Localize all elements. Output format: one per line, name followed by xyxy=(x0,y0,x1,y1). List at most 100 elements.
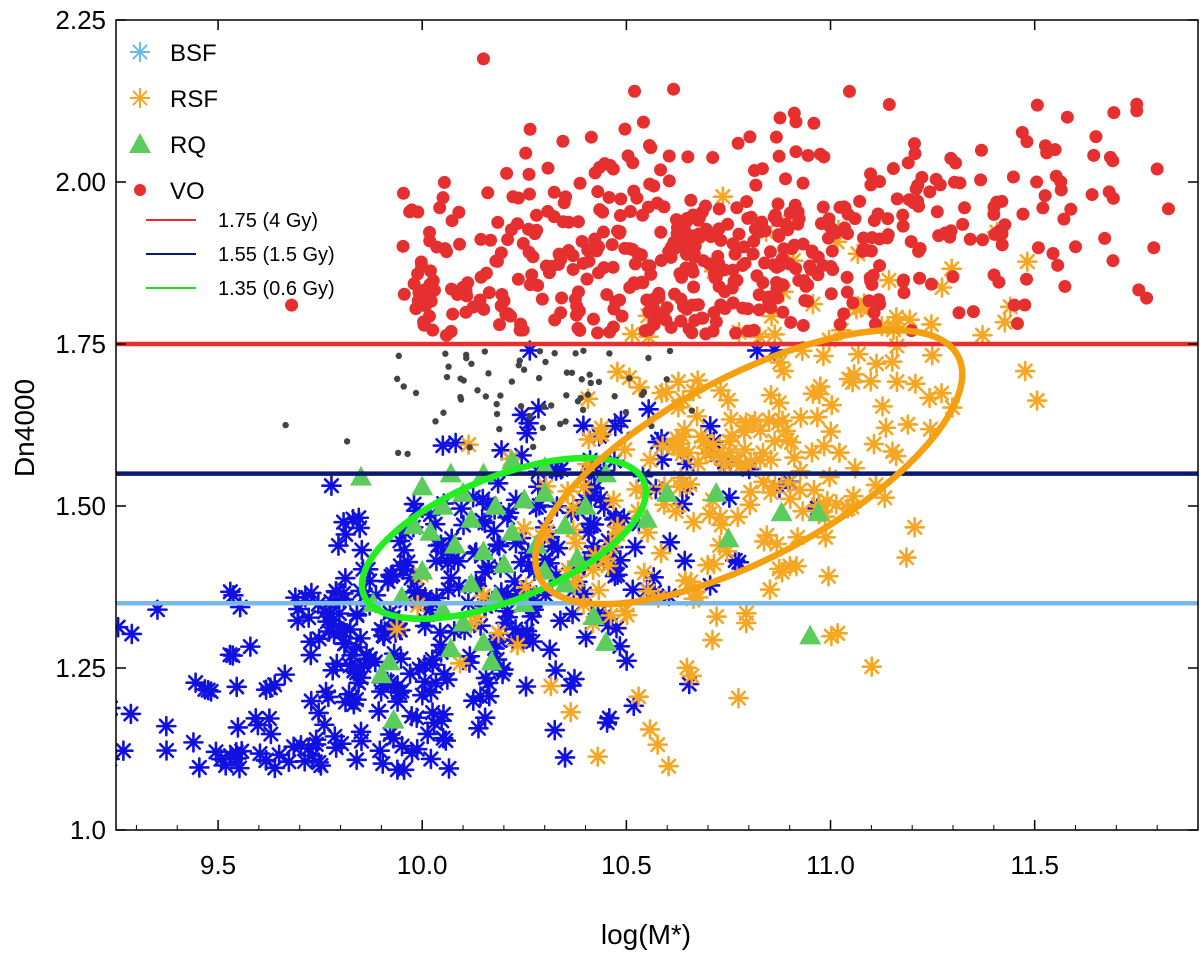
data-point-bsf xyxy=(308,702,329,724)
data-point-bsf-stroke xyxy=(367,654,383,670)
legend: BSF RSF RQ VO 1.75 (4 Gy) 1.55 (1.5 Gy) 1.35 (… xyxy=(129,40,335,300)
data-point-rsf-stroke xyxy=(609,526,626,542)
legend-label-rq: RQ xyxy=(170,132,206,159)
data-point-bsf xyxy=(393,539,415,561)
data-point-rsf xyxy=(652,435,673,457)
data-point-bsf xyxy=(554,747,576,768)
data-point-bsf-stroke xyxy=(395,562,411,578)
data-point-rsf-stroke xyxy=(767,326,783,343)
legend-label-rsf: RSF xyxy=(170,86,218,113)
data-point-vo xyxy=(896,219,910,233)
data-point-rsf xyxy=(1026,390,1048,411)
data-point-vo xyxy=(436,191,450,205)
data-point-bsf xyxy=(474,561,495,583)
data-point-vo xyxy=(668,287,682,301)
data-point-rsf-stroke xyxy=(771,395,787,411)
legend-line-label: 1.35 (0.6 Gy) xyxy=(218,278,335,300)
data-point-bsf xyxy=(406,707,428,729)
data-point-vo xyxy=(654,254,668,268)
data-point-vo xyxy=(522,167,536,181)
data-point-rq xyxy=(484,495,507,515)
data-point-vo xyxy=(881,212,895,226)
data-point-rsf xyxy=(860,371,882,392)
data-point-vo xyxy=(1130,104,1144,118)
data-point-rsf xyxy=(650,542,672,564)
legend-marker-rsf xyxy=(130,88,150,108)
data-point-vo xyxy=(600,288,614,302)
data-point-other xyxy=(688,407,696,414)
data-point-vo xyxy=(566,249,580,263)
data-point-bsf-stroke xyxy=(475,491,491,507)
data-point-bsf xyxy=(429,622,451,643)
data-point-rq xyxy=(513,488,536,509)
data-point-rsf-stroke xyxy=(628,481,645,498)
data-point-rsf xyxy=(972,324,993,346)
data-point-bsf xyxy=(259,708,280,729)
data-point-bsf xyxy=(287,610,308,631)
data-point-rsf-stroke xyxy=(820,568,837,584)
data-point-other xyxy=(485,370,492,377)
data-point-rsf xyxy=(704,445,726,466)
data-point-rsf xyxy=(863,433,885,455)
data-point-vo xyxy=(1048,143,1062,157)
data-point-bsf-stroke xyxy=(248,710,264,727)
data-point-vo xyxy=(784,315,798,329)
data-point-bsf xyxy=(392,559,414,581)
data-point-vo xyxy=(976,233,990,247)
data-point-vo xyxy=(897,286,911,300)
data-point-vo xyxy=(444,282,458,296)
data-point-vo xyxy=(657,200,671,214)
data-point-rsf-stroke xyxy=(693,429,709,445)
data-point-other xyxy=(572,350,579,357)
data-point-rsf-stroke xyxy=(763,387,779,403)
data-point-vo xyxy=(855,244,869,258)
data-point-rsf xyxy=(771,561,793,583)
data-point-bsf-stroke xyxy=(225,647,241,664)
data-point-vo xyxy=(685,298,699,312)
data-point-vo xyxy=(1140,291,1154,305)
data-point-vo xyxy=(896,275,910,289)
data-point-bsf-stroke xyxy=(600,533,616,549)
data-point-vo xyxy=(573,323,587,337)
data-point-bsf xyxy=(220,581,241,603)
data-point-bsf xyxy=(349,657,370,678)
data-point-vo xyxy=(718,301,732,315)
data-point-vo xyxy=(559,190,573,204)
data-point-rsf-stroke xyxy=(881,272,897,288)
plot-marks xyxy=(41,52,1198,781)
data-point-vo xyxy=(873,259,887,273)
data-point-other xyxy=(551,349,558,357)
data-point-vo xyxy=(796,319,810,333)
data-point-vo xyxy=(652,291,666,305)
data-point-rsf-stroke xyxy=(683,574,699,590)
data-point-bsf xyxy=(41,729,59,747)
data-point-rsf-stroke xyxy=(649,736,666,753)
data-point-bsf-stroke xyxy=(230,719,246,736)
data-point-vo xyxy=(511,272,525,286)
data-point-vo xyxy=(662,149,676,163)
data-point-rsf xyxy=(760,384,782,406)
data-point-bsf xyxy=(420,748,442,770)
data-point-rsf-stroke xyxy=(831,444,848,461)
data-point-other xyxy=(556,420,564,428)
data-point-vo xyxy=(789,145,803,159)
data-point-vo xyxy=(453,237,467,251)
data-point-vo xyxy=(726,237,740,251)
data-point-rsf xyxy=(810,376,831,397)
data-point-rsf xyxy=(820,421,842,442)
data-point-bsf xyxy=(437,552,459,574)
data-point-rsf-stroke xyxy=(752,329,768,345)
data-point-bsf xyxy=(92,760,110,778)
data-point-vo xyxy=(566,262,580,276)
legend-marker-rq xyxy=(129,133,151,153)
data-point-bsf-stroke xyxy=(341,686,357,702)
data-point-other xyxy=(584,391,592,398)
data-point-bsf-stroke xyxy=(343,647,360,663)
data-point-rsf-stroke xyxy=(763,308,780,324)
data-point-bsf-stroke xyxy=(411,661,427,677)
data-point-rsf-stroke xyxy=(490,625,507,641)
data-point-rsf-stroke xyxy=(755,445,771,461)
data-point-rsf-stroke xyxy=(624,326,640,342)
data-point-bsf-stroke xyxy=(499,509,516,526)
data-point-rsf xyxy=(789,479,811,501)
